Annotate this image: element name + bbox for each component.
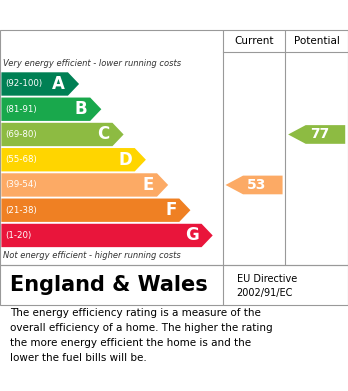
- Text: England & Wales: England & Wales: [10, 275, 208, 295]
- Text: (55-68): (55-68): [6, 155, 37, 164]
- Text: 77: 77: [310, 127, 329, 142]
- Polygon shape: [1, 199, 190, 222]
- Text: 2002/91/EC: 2002/91/EC: [237, 288, 293, 298]
- Text: (69-80): (69-80): [6, 130, 37, 139]
- Polygon shape: [1, 97, 101, 121]
- Text: Not energy efficient - higher running costs: Not energy efficient - higher running co…: [3, 251, 181, 260]
- Text: (1-20): (1-20): [6, 231, 32, 240]
- Text: (21-38): (21-38): [6, 206, 37, 215]
- Text: B: B: [75, 100, 87, 118]
- Polygon shape: [1, 123, 124, 146]
- Text: Energy Efficiency Rating: Energy Efficiency Rating: [60, 6, 288, 24]
- Polygon shape: [1, 72, 79, 96]
- Text: 53: 53: [247, 178, 266, 192]
- Polygon shape: [1, 224, 213, 247]
- Text: A: A: [52, 75, 65, 93]
- Polygon shape: [1, 173, 168, 197]
- Text: (81-91): (81-91): [6, 105, 37, 114]
- Polygon shape: [288, 125, 345, 144]
- Text: C: C: [97, 126, 110, 143]
- Text: Current: Current: [234, 36, 274, 46]
- Text: E: E: [143, 176, 154, 194]
- Text: F: F: [165, 201, 176, 219]
- Text: D: D: [118, 151, 132, 169]
- Text: Very energy efficient - lower running costs: Very energy efficient - lower running co…: [3, 59, 182, 68]
- Text: Potential: Potential: [294, 36, 340, 46]
- Text: G: G: [185, 226, 199, 244]
- Text: EU Directive: EU Directive: [237, 274, 297, 284]
- Polygon shape: [226, 176, 283, 194]
- Polygon shape: [1, 148, 146, 171]
- Text: (39-54): (39-54): [6, 181, 37, 190]
- Text: The energy efficiency rating is a measure of the
overall efficiency of a home. T: The energy efficiency rating is a measur…: [10, 308, 273, 363]
- Text: (92-100): (92-100): [6, 79, 43, 88]
